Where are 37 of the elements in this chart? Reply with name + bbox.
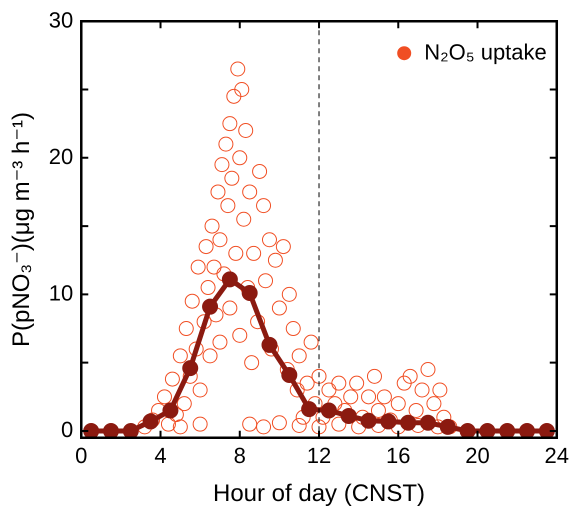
y-axis-title: P(pNO₃⁻)(μg m⁻³ h⁻¹)	[8, 112, 36, 347]
point	[340, 408, 357, 424]
point	[242, 285, 258, 302]
point	[261, 336, 278, 353]
point	[122, 422, 139, 438]
point	[202, 298, 218, 315]
x-tick-label: 16	[386, 443, 411, 468]
point	[479, 422, 496, 438]
x-tick-label: 20	[465, 443, 490, 468]
x-tick-label: 24	[544, 443, 570, 468]
y-tick-label: 10	[48, 280, 74, 306]
point	[519, 422, 536, 438]
point	[460, 422, 476, 438]
x-tick-label: 4	[154, 443, 167, 468]
point	[499, 422, 516, 438]
point	[440, 418, 456, 435]
y-tick-label: 30	[48, 7, 74, 32]
y-tick-label: 20	[48, 144, 74, 169]
point	[281, 366, 298, 383]
legend-label: N₂O₅ uptake	[424, 39, 547, 64]
point	[360, 412, 377, 429]
point	[142, 413, 159, 430]
y-tick-label: 0	[61, 417, 74, 442]
point	[102, 422, 119, 438]
point	[400, 414, 416, 431]
point	[222, 271, 238, 288]
point	[182, 360, 198, 376]
point	[301, 401, 318, 418]
x-tick-label: 12	[306, 443, 332, 468]
point	[320, 402, 337, 418]
point	[83, 422, 100, 438]
point	[538, 422, 555, 438]
point	[380, 413, 396, 430]
x-tick-label: 8	[234, 443, 246, 468]
point	[420, 414, 436, 431]
x-axis-title: Hour of day (CNST)	[212, 480, 426, 508]
point	[162, 402, 178, 418]
